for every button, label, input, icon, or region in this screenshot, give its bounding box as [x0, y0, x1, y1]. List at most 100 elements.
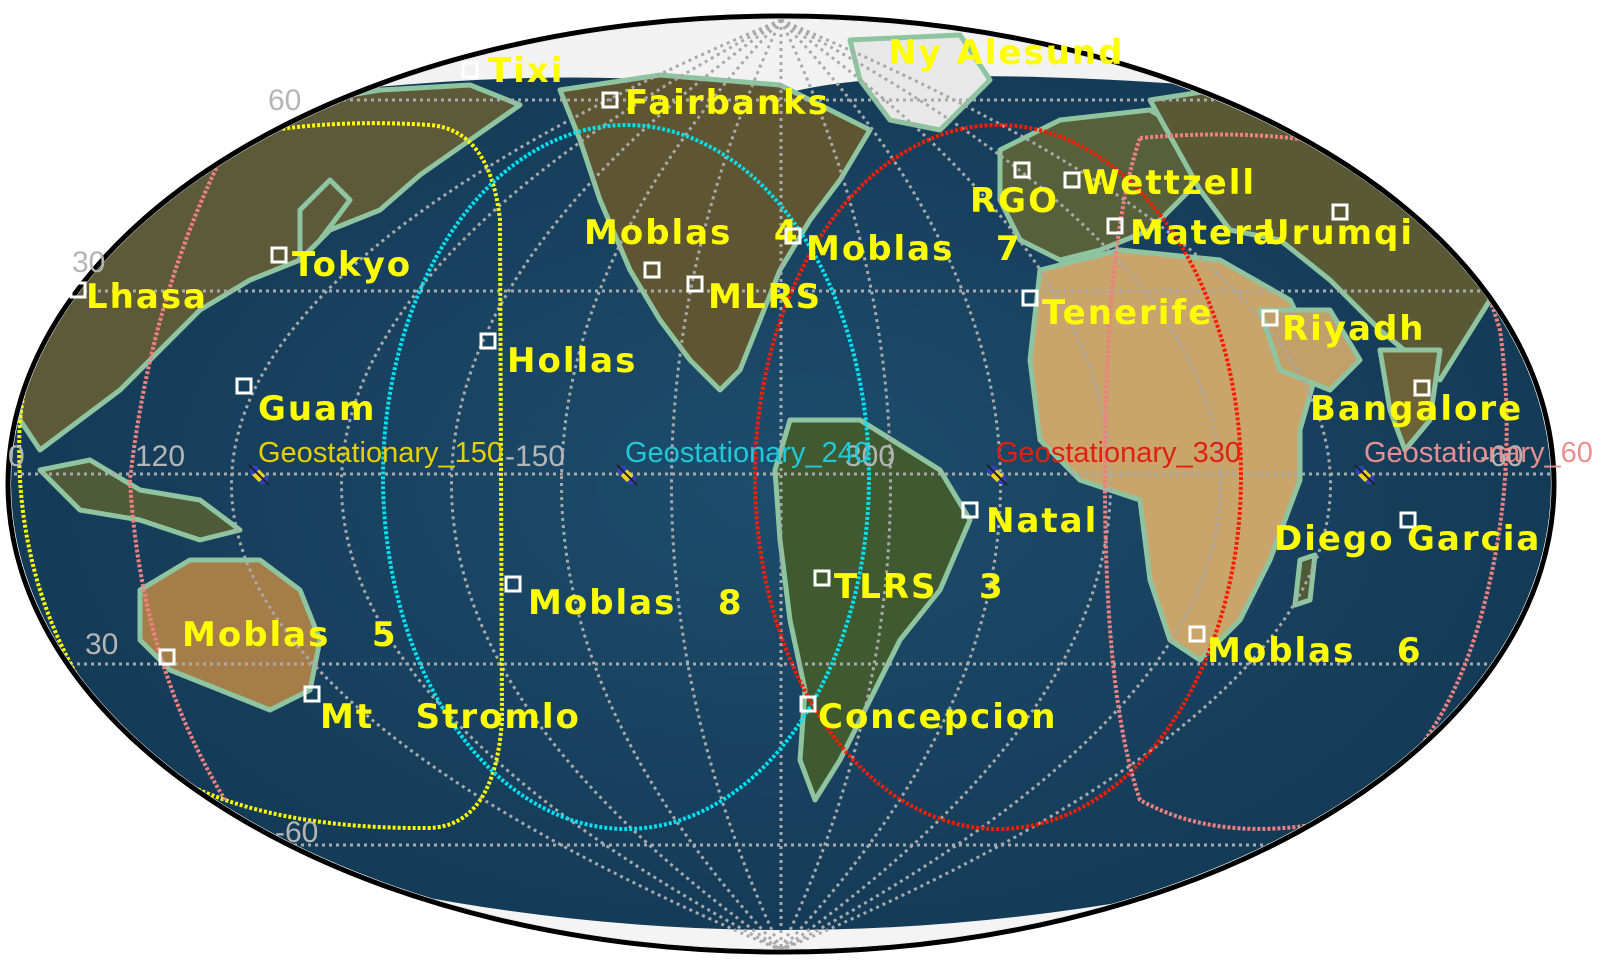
station-guam[interactable]: Guam	[235, 377, 376, 429]
station-label: Tixi	[488, 51, 564, 91]
lat-label-m60: -60	[275, 816, 318, 849]
station-lhasa[interactable]: Lhasa	[69, 277, 208, 317]
station-diego[interactable]: Diego	[1274, 519, 1395, 559]
station-marker-icon	[1399, 511, 1417, 529]
meridian-11	[230, 19, 782, 949]
lat-label-m30: 30	[85, 628, 118, 661]
satellite-geostationary-60[interactable]: Geostationary_60	[1354, 437, 1593, 486]
station-riyadh[interactable]: Riyadh	[1261, 309, 1425, 349]
station-mlrs[interactable]: MLRS	[686, 275, 822, 317]
station-matera[interactable]: Matera	[1106, 213, 1278, 253]
station-marker-icon	[686, 275, 704, 293]
lat-label-60: 60	[268, 84, 301, 117]
meridian-7	[450, 19, 782, 949]
station-marker-icon	[1021, 289, 1039, 307]
station-label: Moblas 5	[182, 615, 398, 655]
satellite-label: Geostationary_60	[1364, 437, 1593, 469]
station-marker-icon	[1063, 171, 1081, 189]
coverage-footprints	[17, 121, 1509, 831]
satellite-geostationary-150[interactable]: Geostationary_150	[248, 437, 503, 486]
indonesia-land	[37, 457, 243, 543]
station-natal[interactable]: Natal	[961, 501, 1098, 541]
station-tenerife[interactable]: Tenerife	[1021, 289, 1213, 333]
landmasses	[17, 32, 1493, 803]
station-rgo[interactable]: RGO	[970, 161, 1059, 221]
meridian-10	[780, 19, 1332, 949]
lon-label-300: 300	[845, 440, 895, 473]
station-marker-icon	[1188, 625, 1206, 643]
station-label: Riyadh	[1282, 309, 1425, 349]
station-mt-stromlo[interactable]: Mt Stromlo	[303, 685, 581, 737]
station-marker-icon	[1013, 161, 1031, 179]
coverage-geostationary-60-west	[127, 149, 227, 802]
satellite-geostationary-330[interactable]: Geostationary_330	[986, 437, 1241, 486]
lon-label-150: -150	[505, 440, 565, 473]
station-ny-alesund[interactable]: Ny Alesund	[888, 33, 1124, 73]
station-bangalore[interactable]: Bangalore	[1310, 379, 1523, 429]
station-label: Moblas 4	[584, 213, 800, 253]
station-marker-icon	[1261, 309, 1279, 327]
station-marker-icon	[158, 648, 176, 666]
japan-land	[297, 177, 353, 263]
satellite-geostationary-240[interactable]: Geostationary_240	[616, 437, 870, 486]
station-label: Guam	[258, 389, 376, 429]
station-moblas-5[interactable]: Moblas 5	[158, 615, 398, 666]
station-label: Wettzell	[1082, 163, 1256, 203]
coverage-geostationary-60	[1102, 132, 1509, 831]
station-moblas-7[interactable]: Moblas 7	[784, 227, 1022, 269]
meridian-9	[340, 19, 782, 949]
station-label: Moblas 6	[1207, 631, 1423, 671]
station-label: Ny Alesund	[888, 33, 1124, 73]
lon-label-0: 0	[8, 440, 25, 473]
station-concepcion[interactable]: Concepcion	[799, 695, 1057, 737]
station-label: RGO	[970, 181, 1059, 221]
meridian-6	[780, 19, 1112, 949]
station-label: Moblas 7	[806, 229, 1022, 269]
station-fairbanks[interactable]: Fairbanks	[601, 83, 830, 123]
station-label: Urumqi	[1262, 213, 1414, 253]
station-marker-icon	[1106, 217, 1124, 235]
station-label: Fairbanks	[625, 83, 830, 123]
lon-label-120: 120	[135, 440, 185, 473]
station-marker-icon	[461, 61, 479, 79]
station-moblas-8[interactable]: Moblas 8	[504, 575, 744, 623]
station-marker-icon	[799, 695, 817, 713]
station-label: Mt Stromlo	[320, 697, 581, 737]
lat-label-30: 30	[72, 246, 105, 279]
station-wettzell[interactable]: Wettzell	[1063, 163, 1256, 203]
satellite-label: Geostationary_330	[996, 437, 1241, 469]
station-label: Matera	[1130, 213, 1278, 253]
station-marker-icon	[479, 332, 497, 350]
station-label: Bangalore	[1310, 389, 1523, 429]
station-urumqi[interactable]: Urumqi	[1262, 203, 1414, 253]
africa-land	[1027, 247, 1323, 663]
station-marker-icon	[270, 246, 288, 264]
station-label: TLRS 3	[834, 567, 1005, 607]
satellite-label: Geostationary_240	[625, 437, 870, 469]
station-label: Garcia	[1407, 519, 1541, 559]
coverage-geostationary-240	[381, 123, 871, 831]
satellites: Geostationary_150 Geostationary_240 Geos…	[248, 437, 1593, 486]
station-tokyo[interactable]: Tokyo	[270, 245, 412, 285]
station-marker-icon	[784, 227, 802, 245]
meridian-5	[560, 19, 783, 949]
station-label: MLRS	[708, 277, 822, 317]
south-america-land	[772, 417, 973, 803]
station-moblas-6[interactable]: Moblas 6	[1188, 625, 1423, 671]
station-marker-icon	[1413, 379, 1431, 397]
station-moblas-4[interactable]: Moblas 4	[584, 213, 800, 279]
station-tixi[interactable]: Tixi	[461, 51, 564, 91]
station-label: Lhasa	[86, 277, 208, 317]
coverage-geostationary-150	[17, 121, 505, 831]
station-hollas[interactable]: Hollas	[479, 332, 637, 381]
station-marker-icon	[961, 501, 979, 519]
madagascar-land	[1292, 552, 1318, 608]
station-tlrs-3[interactable]: TLRS 3	[813, 567, 1005, 607]
satellite-label: Geostationary_150	[258, 437, 503, 469]
lon-label-m60: -60	[1480, 440, 1523, 473]
station-marker-icon	[643, 261, 661, 279]
station-label: Moblas 8	[528, 583, 744, 623]
meridian-4	[779, 19, 1002, 949]
station-garcia[interactable]: Garcia	[1399, 511, 1541, 559]
